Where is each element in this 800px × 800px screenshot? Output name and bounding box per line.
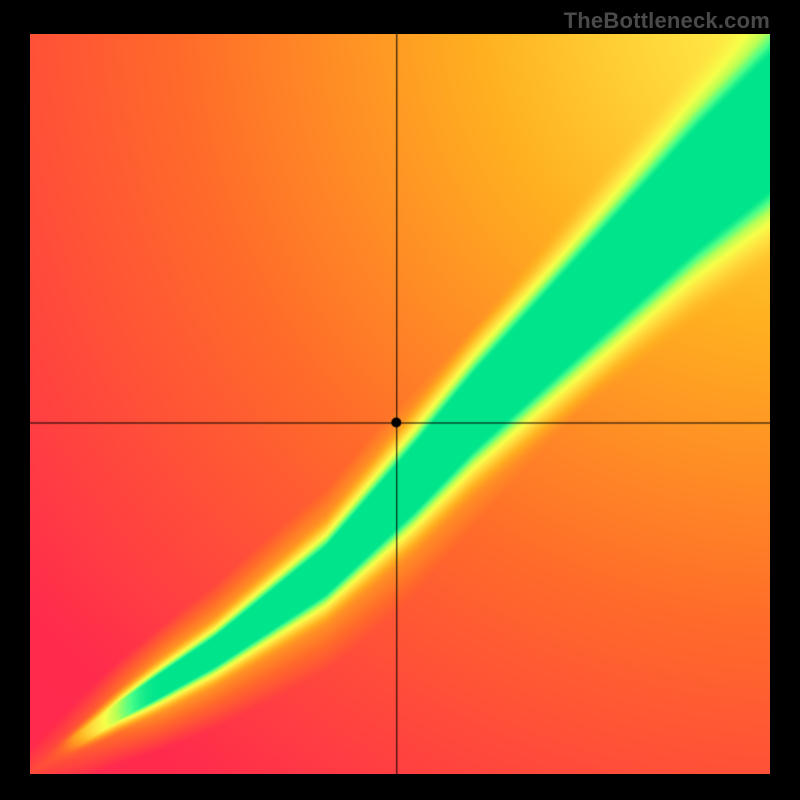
watermark-text: TheBottleneck.com bbox=[564, 8, 770, 34]
heatmap-canvas bbox=[30, 34, 770, 774]
chart-container: TheBottleneck.com bbox=[0, 0, 800, 800]
plot-area bbox=[30, 34, 770, 774]
